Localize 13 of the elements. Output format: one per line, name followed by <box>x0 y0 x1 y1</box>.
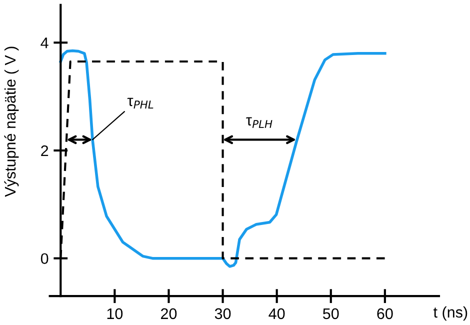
y-axis-title: Výstupné napätie ( V ) <box>4 46 19 197</box>
y-tick-label: 0 <box>40 253 48 264</box>
x-tick-label: 50 <box>322 308 339 320</box>
annotation: τ$_{PLH}$ <box>246 117 272 128</box>
y-tick-label: 2 <box>41 145 48 156</box>
x-axis-title: t (ns) <box>433 306 468 321</box>
x-tick-label: 60 <box>377 308 393 320</box>
x-tick-label: 10 <box>107 308 123 320</box>
x-tick-label: 30 <box>214 308 231 320</box>
x-tick-label: 20 <box>161 308 177 320</box>
y-tick-label: 4 <box>40 38 48 48</box>
x-tick-label: 40 <box>268 308 285 320</box>
annotation: τ$_{PHL}$ <box>127 98 154 108</box>
